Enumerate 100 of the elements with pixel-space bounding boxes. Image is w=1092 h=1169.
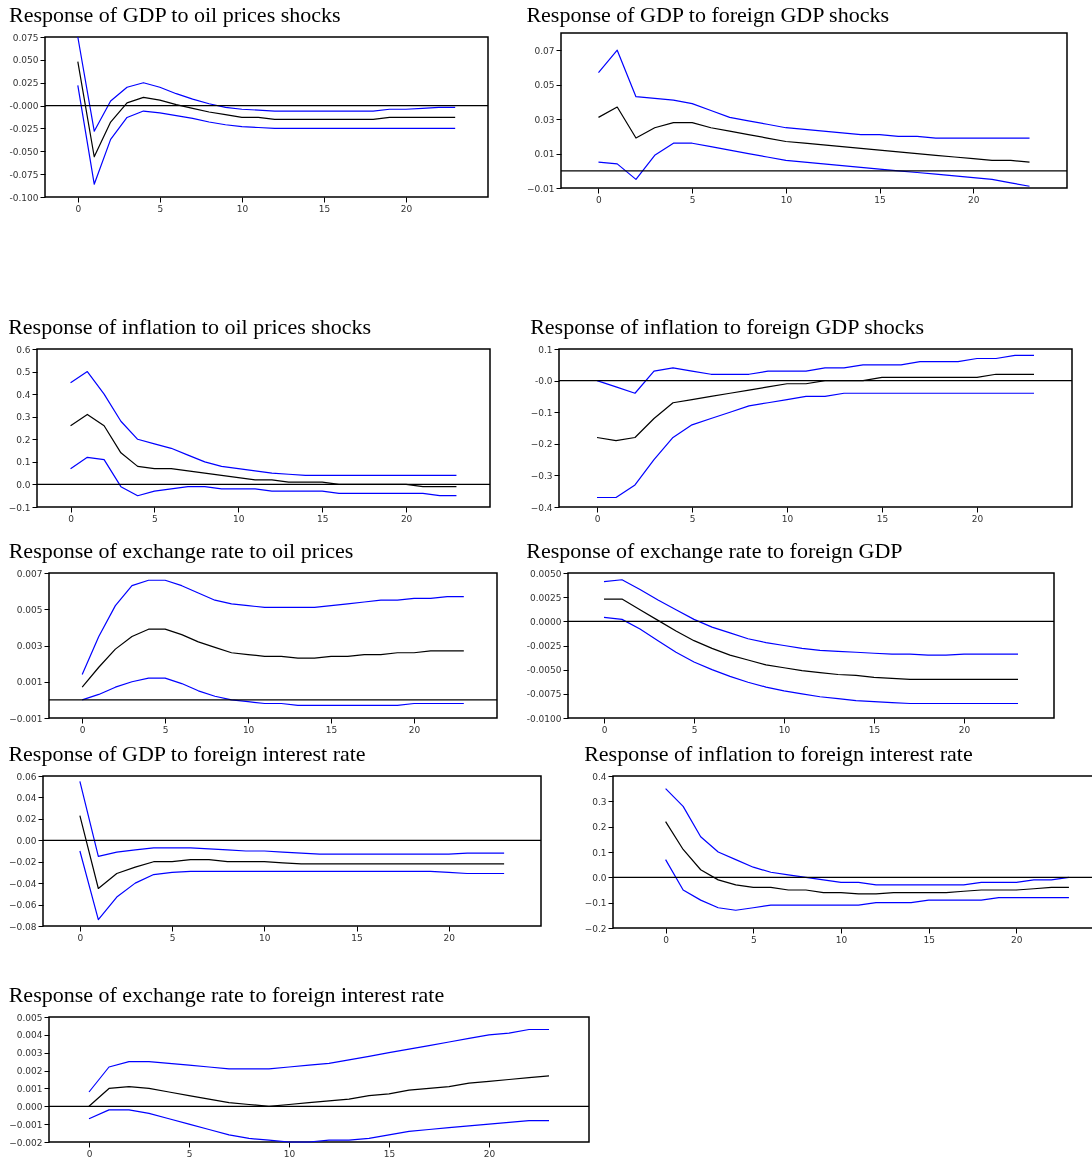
y-tick-label: −0.06	[8, 900, 37, 911]
y-tick-label: 0.02	[16, 814, 37, 825]
y-tick-label: 0.0050	[530, 568, 562, 579]
x-tick-label: 0	[86, 1148, 93, 1159]
x-tick-label: 10	[835, 934, 848, 945]
y-tick-label: 0.003	[16, 1048, 43, 1059]
y-tick-label: 0.050	[12, 55, 39, 66]
y-tick-label: 0.0000	[530, 616, 562, 627]
y-tick-label: 0.0025	[530, 592, 562, 603]
x-tick-label: 20	[408, 724, 421, 735]
y-tick-label: 0.1	[538, 344, 553, 355]
y-tick-label: 0.05	[534, 80, 555, 91]
x-tick-label: 0	[596, 194, 603, 205]
x-tick-label: 20	[483, 1148, 496, 1159]
y-tick-label: 0.4	[592, 771, 607, 782]
chart-title: Response of exchange rate to oil prices	[8, 538, 354, 563]
y-tick-label: 0.002	[16, 1066, 43, 1077]
y-tick-label: −0.002	[9, 1137, 43, 1148]
y-tick-label: 0.06	[16, 771, 37, 782]
y-tick-label: −0.001	[9, 713, 43, 724]
x-tick-label: 15	[923, 934, 935, 945]
y-tick-label: 0.007	[16, 568, 43, 579]
x-tick-label: 20	[958, 724, 971, 735]
x-tick-label: 0	[77, 932, 84, 943]
x-tick-label: 0	[68, 513, 75, 524]
chart-title: Response of GDP to foreign interest rate	[8, 741, 366, 766]
y-tick-label: -0.025	[9, 123, 39, 134]
y-tick-label: −0.2	[530, 439, 553, 450]
x-tick-label: 5	[689, 194, 696, 205]
y-tick-label: −0.01	[526, 183, 555, 194]
x-tick-label: 5	[152, 513, 158, 524]
y-tick-label: −0.2	[584, 923, 607, 934]
y-tick-label: 0.04	[16, 792, 37, 803]
chart-title: Response of GDP to oil prices shocks	[8, 2, 341, 27]
x-tick-label: 20	[443, 932, 456, 943]
x-tick-label: 15	[874, 194, 886, 205]
y-tick-label: -0.000	[9, 101, 39, 112]
y-tick-label: −0.1	[584, 898, 607, 909]
y-tick-label: 0.1	[592, 847, 607, 858]
x-tick-label: 10	[233, 513, 245, 524]
y-tick-label: -0.050	[9, 146, 39, 157]
x-tick-label: 10	[236, 203, 249, 214]
y-tick-label: 0.005	[16, 604, 43, 615]
x-tick-label: 0	[594, 513, 601, 524]
x-tick-label: 20	[400, 203, 413, 214]
y-tick-label: −0.02	[8, 857, 37, 868]
y-tick-label: 0.001	[16, 677, 43, 688]
x-tick-label: 10	[780, 194, 793, 205]
y-tick-label: 0.00	[16, 835, 37, 846]
x-tick-label: 5	[750, 934, 757, 945]
x-tick-label: 10	[259, 932, 271, 943]
x-tick-label: 15	[383, 1148, 396, 1159]
y-tick-label: 0.1	[16, 457, 31, 468]
y-tick-label: −0.1	[530, 407, 553, 418]
y-tick-label: -0.100	[9, 192, 39, 203]
chart-title: Response of exchange rate to foreign interest rate	[8, 982, 445, 1007]
y-tick-label: 0.005	[16, 1012, 43, 1023]
chart-title: Response of inflation to foreign interest rate	[584, 741, 973, 766]
x-tick-label: 15	[318, 203, 331, 214]
x-tick-label: 0	[663, 934, 670, 945]
y-tick-label: −0.001	[9, 1119, 43, 1130]
y-tick-label: 0.07	[534, 45, 555, 56]
y-tick-label: −0.1	[8, 502, 31, 513]
x-tick-label: 10	[781, 513, 794, 524]
x-tick-label: 5	[689, 513, 696, 524]
y-tick-label: 0.3	[16, 412, 31, 423]
x-tick-label: 20	[968, 194, 980, 205]
y-tick-label: 0.3	[592, 796, 607, 807]
x-tick-label: 5	[157, 203, 164, 214]
x-tick-label: 20	[1011, 934, 1023, 945]
x-tick-label: 15	[317, 513, 329, 524]
y-tick-label: −0.08	[8, 921, 37, 932]
x-tick-label: 15	[325, 724, 338, 735]
x-tick-label: 15	[876, 513, 889, 524]
x-tick-label: 0	[75, 203, 82, 214]
y-tick-label: 0.6	[16, 344, 31, 355]
y-tick-label: 0.0	[592, 872, 607, 883]
x-tick-label: 5	[169, 932, 176, 943]
y-tick-label: 0.0	[16, 479, 31, 490]
x-tick-label: 10	[242, 724, 255, 735]
chart-title: Response of inflation to oil prices shocks	[8, 314, 372, 339]
y-tick-label: -0.0050	[526, 665, 562, 676]
y-tick-label: -0.0075	[526, 689, 562, 700]
y-tick-label: −0.4	[530, 502, 553, 513]
chart-title: Response of exchange rate to foreign GDP	[526, 538, 903, 563]
y-tick-label: 0.2	[592, 822, 607, 833]
y-tick-label: 0.025	[12, 78, 39, 89]
x-tick-label: 10	[778, 724, 791, 735]
y-tick-label: -0.0025	[526, 641, 562, 651]
y-tick-label: -0.0100	[526, 713, 562, 724]
x-tick-label: 15	[868, 724, 881, 735]
y-tick-label: 0.001	[16, 1083, 43, 1094]
x-tick-label: 5	[691, 724, 698, 735]
x-tick-label: 0	[79, 724, 86, 735]
x-tick-label: 5	[186, 1148, 193, 1159]
y-tick-label: 0.075	[12, 32, 39, 43]
chart-title: Response of GDP to foreign GDP shocks	[526, 2, 889, 27]
y-tick-label: 0.000	[16, 1101, 43, 1112]
x-tick-label: 5	[162, 724, 169, 735]
y-tick-label: 0.03	[534, 114, 555, 125]
